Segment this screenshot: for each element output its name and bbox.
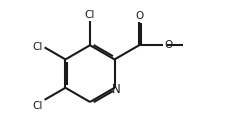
Text: Cl: Cl bbox=[32, 101, 43, 111]
Text: N: N bbox=[112, 83, 120, 95]
Text: Cl: Cl bbox=[32, 42, 43, 52]
Text: O: O bbox=[163, 40, 171, 50]
Text: O: O bbox=[135, 11, 143, 21]
Text: Cl: Cl bbox=[84, 10, 95, 20]
